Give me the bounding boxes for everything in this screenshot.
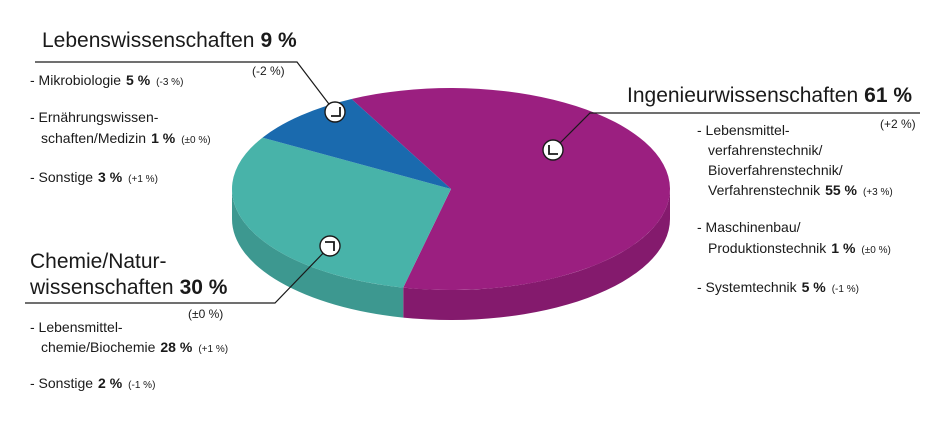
detail-change: (+3 %)	[863, 187, 893, 198]
detail-change: (+1 %)	[128, 174, 158, 185]
detail-line: - Maschinenbau/	[697, 219, 801, 235]
detail-text: Verfahrenstechnik	[708, 182, 821, 198]
category-label: Chemie/Natur-	[30, 250, 167, 273]
detail-change: (±0 %)	[181, 135, 210, 146]
detail-line: Verfahrenstechnik 55 % (+3 %)	[708, 182, 893, 198]
detail-text: - Systemtechnik	[697, 279, 798, 295]
slice	[262, 99, 451, 189]
detail-text: schaften/Medizin	[41, 130, 146, 146]
slice-side	[403, 189, 670, 320]
detail-value: 5 %	[126, 72, 151, 88]
detail-text: Bioverfahrenstechnik/	[708, 162, 843, 178]
detail-line: - Sonstige 2 % (-1 %)	[30, 375, 155, 391]
detail-text: - Sonstige	[30, 375, 93, 391]
detail-value: 1 %	[151, 130, 176, 146]
detail-value: 3 %	[98, 169, 123, 185]
detail-text: - Sonstige	[30, 169, 93, 185]
detail-line: Bioverfahrenstechnik/	[708, 162, 843, 178]
detail-change: (-1 %)	[128, 380, 155, 391]
marker	[319, 235, 341, 257]
detail-change: (-3 %)	[156, 77, 183, 88]
detail-line: - Lebensmittel-	[697, 122, 790, 138]
category-label: wissenschaften 30 %	[29, 276, 228, 299]
marker	[324, 101, 346, 123]
detail-text: - Maschinenbau/	[697, 219, 801, 235]
slice	[231, 137, 451, 288]
detail-value: 55 %	[825, 182, 857, 198]
change-label: (±0 %)	[188, 307, 223, 321]
category-name: wissenschaften	[29, 276, 174, 299]
change-label: (+2 %)	[880, 117, 916, 131]
value-label: 61 %	[864, 84, 912, 107]
detail-line: chemie/Biochemie 28 % (+1 %)	[41, 339, 228, 355]
marker-icon	[331, 107, 341, 117]
detail-line: schaften/Medizin 1 % (±0 %)	[41, 130, 211, 146]
category-label: Ingenieurwissenschaften 61 %	[627, 84, 912, 107]
detail-value: 2 %	[98, 375, 123, 391]
detail-change: (-1 %)	[832, 284, 859, 295]
value-label: 9 %	[260, 29, 297, 52]
category-name: Chemie/Natur-	[30, 250, 167, 273]
change-label: (-2 %)	[252, 64, 285, 78]
detail-line: - Mikrobiologie 5 % (-3 %)	[30, 72, 183, 88]
category-name: Ingenieurwissenschaften	[627, 84, 858, 107]
marker-icon	[548, 145, 558, 155]
slice	[351, 88, 670, 290]
detail-line: - Sonstige 3 % (+1 %)	[30, 169, 158, 185]
detail-value: 1 %	[831, 240, 856, 256]
slice-side	[232, 189, 404, 318]
detail-line: - Lebensmittel-	[30, 319, 123, 335]
detail-value: 28 %	[160, 339, 192, 355]
detail-text: Produktionstechnik	[708, 240, 827, 256]
leader-line	[35, 61, 336, 113]
category-name: Lebenswissenschaften	[42, 29, 254, 52]
leader-line	[25, 245, 331, 304]
detail-change: (±0 %)	[861, 245, 890, 256]
detail-text: - Lebensmittel-	[30, 319, 123, 335]
detail-text: - Lebensmittel-	[697, 122, 790, 138]
detail-value: 5 %	[802, 279, 827, 295]
detail-line: - Ernährungswissen-	[30, 109, 159, 125]
value-label: 30 %	[180, 276, 228, 299]
detail-text: chemie/Biochemie	[41, 339, 156, 355]
detail-line: verfahrenstechnik/	[708, 142, 823, 158]
detail-change: (+1 %)	[198, 344, 228, 355]
marker	[542, 139, 564, 161]
leader-line	[552, 112, 920, 151]
detail-text: - Mikrobiologie	[30, 72, 121, 88]
marker-icon	[325, 241, 335, 251]
detail-text: verfahrenstechnik/	[708, 142, 823, 158]
detail-line: Produktionstechnik 1 % (±0 %)	[708, 240, 891, 256]
detail-text: - Ernährungswissen-	[30, 109, 159, 125]
category-label: Lebenswissenschaften 9 %	[42, 29, 297, 52]
detail-line: - Systemtechnik 5 % (-1 %)	[697, 279, 859, 295]
